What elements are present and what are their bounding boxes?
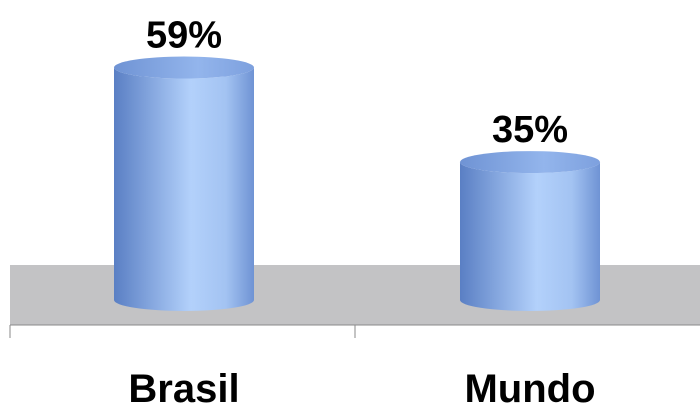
bar-mundo: [460, 151, 600, 311]
bar-body-mundo: [460, 162, 600, 311]
bar-body-brasil: [114, 67, 254, 311]
bar-brasil: [114, 56, 254, 311]
labels-layer: 59% Brasil 35% Mundo: [128, 15, 595, 406]
data-label-brasil: 59%: [146, 15, 222, 57]
bar-top-mundo: [460, 151, 600, 174]
bar-top-brasil: [114, 56, 254, 79]
category-label-mundo: Mundo: [464, 367, 595, 406]
category-label-brasil: Brasil: [128, 367, 239, 406]
bars-layer: [114, 56, 600, 311]
data-label-mundo: 35%: [492, 109, 568, 151]
